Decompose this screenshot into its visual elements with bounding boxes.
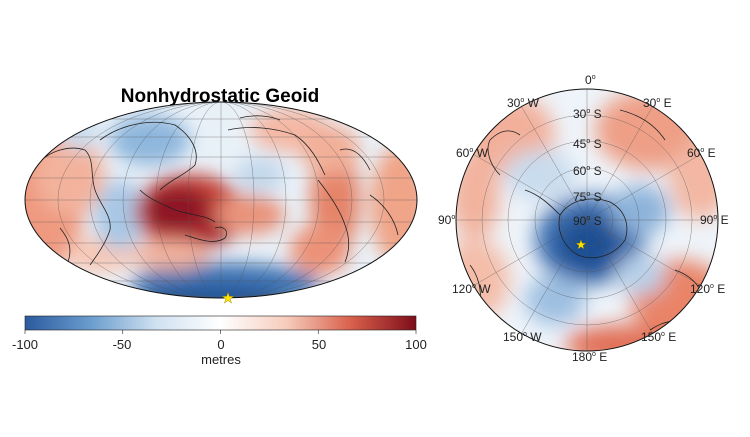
meridian-label: 30o E	[643, 96, 672, 110]
parallel-label: 90o S	[573, 214, 602, 228]
colorbar-label: metres	[201, 352, 241, 367]
polar-graticule	[456, 89, 718, 351]
polar-map	[455, 88, 719, 352]
colorbar-tick-label: 50	[311, 337, 327, 352]
colorbar	[24, 315, 417, 334]
colorbar-tick-label: -100	[11, 337, 39, 352]
parallel-label: 60o S	[573, 164, 602, 178]
parallel-label: 45o S	[573, 137, 602, 151]
colorbar-tick-label: -50	[112, 337, 132, 352]
meridian-label: 60o E	[687, 146, 716, 160]
colorbar-tick-label: 100	[405, 337, 427, 352]
colorbar-ticks	[24, 330, 417, 334]
meridian-label: 90o	[438, 213, 456, 227]
meridian-label: 120o W	[452, 282, 491, 296]
meridian-label: 180o E	[572, 350, 608, 364]
map-title: Nonhydrostatic Geoid	[120, 86, 320, 107]
mollweide-graticule	[25, 102, 417, 298]
star-marker-polar: ★	[575, 238, 587, 253]
meridian-label: 150o E	[641, 330, 677, 344]
meridian-label: 90o E	[700, 213, 729, 227]
meridian-label: 150o W	[503, 330, 542, 344]
parallel-label: 75o S	[573, 190, 602, 204]
mollweide-map	[24, 101, 418, 299]
mollweide-coastlines	[35, 115, 399, 266]
colorbar-gradient	[24, 315, 417, 331]
star-marker-mollweide: ★	[221, 289, 234, 307]
parallel-label: 30o S	[573, 107, 602, 121]
meridian-label: 60o W	[456, 146, 488, 160]
meridian-label: 30o W	[507, 96, 539, 110]
meridian-label: 0o	[585, 73, 596, 87]
meridian-label: 120o E	[690, 282, 726, 296]
colorbar-tick-label: 0	[217, 337, 225, 352]
